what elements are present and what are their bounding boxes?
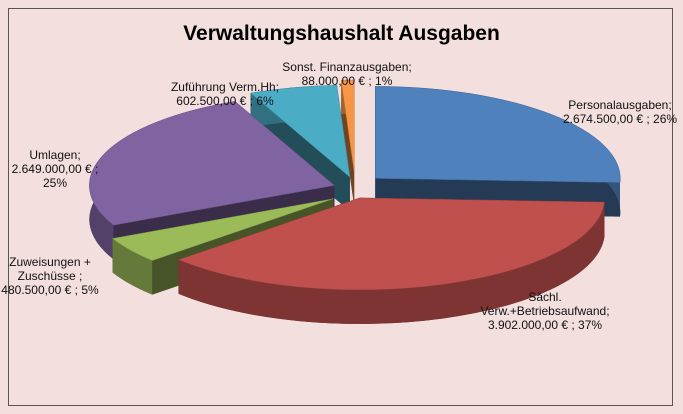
value-label: 602.500,00 € ; 6% (176, 94, 274, 108)
value-label: 3.902.000,00 € ; 37% (487, 318, 603, 332)
value-label: 2.649.000,00 € ; 25% (11, 162, 99, 190)
value-label: 88.000,00 € ; 1% (301, 74, 393, 88)
data-label: Umlagen; 2.649.000,00 € ; 25% (0, 148, 110, 190)
slice (89, 101, 335, 226)
category-label: Umlagen; (29, 148, 81, 162)
category-label: Sächl. Verw.+Betriebsaufwand; (480, 290, 610, 318)
slice (177, 197, 605, 291)
data-label: Zuweisungen + Zuschüsse ; 480.500,00 € ;… (0, 255, 100, 297)
slice (340, 79, 355, 173)
data-label: Sonst. Finanzausgaben; 88.000,00 € ; 1% (282, 60, 412, 88)
chart-title: Verwaltungshaushalt Ausgaben (183, 22, 500, 45)
chart-frame (8, 8, 673, 406)
value-label: 2.674.500,00 € ; 26% (562, 112, 678, 126)
category-label: Zuführung Verm.Hh; (170, 80, 280, 94)
slice (374, 86, 621, 183)
data-label: Sächl. Verw.+Betriebsaufwand; 3.902.000,… (470, 290, 620, 332)
category-label: Personalausgaben; (568, 98, 672, 112)
slice-wall (112, 238, 153, 295)
slice-wall (178, 202, 605, 324)
slice (111, 198, 334, 261)
category-label: Zuweisungen + Zuschüsse ; (9, 255, 91, 283)
data-label: Personalausgaben; 2.674.500,00 € ; 26% (545, 98, 683, 126)
slice (250, 85, 351, 178)
category-label: Sonst. Finanzausgaben; (282, 60, 412, 74)
data-label: Zuführung Verm.Hh; 602.500,00 € ; 6% (160, 80, 290, 108)
value-label: 480.500,00 € ; 5% (1, 283, 99, 297)
